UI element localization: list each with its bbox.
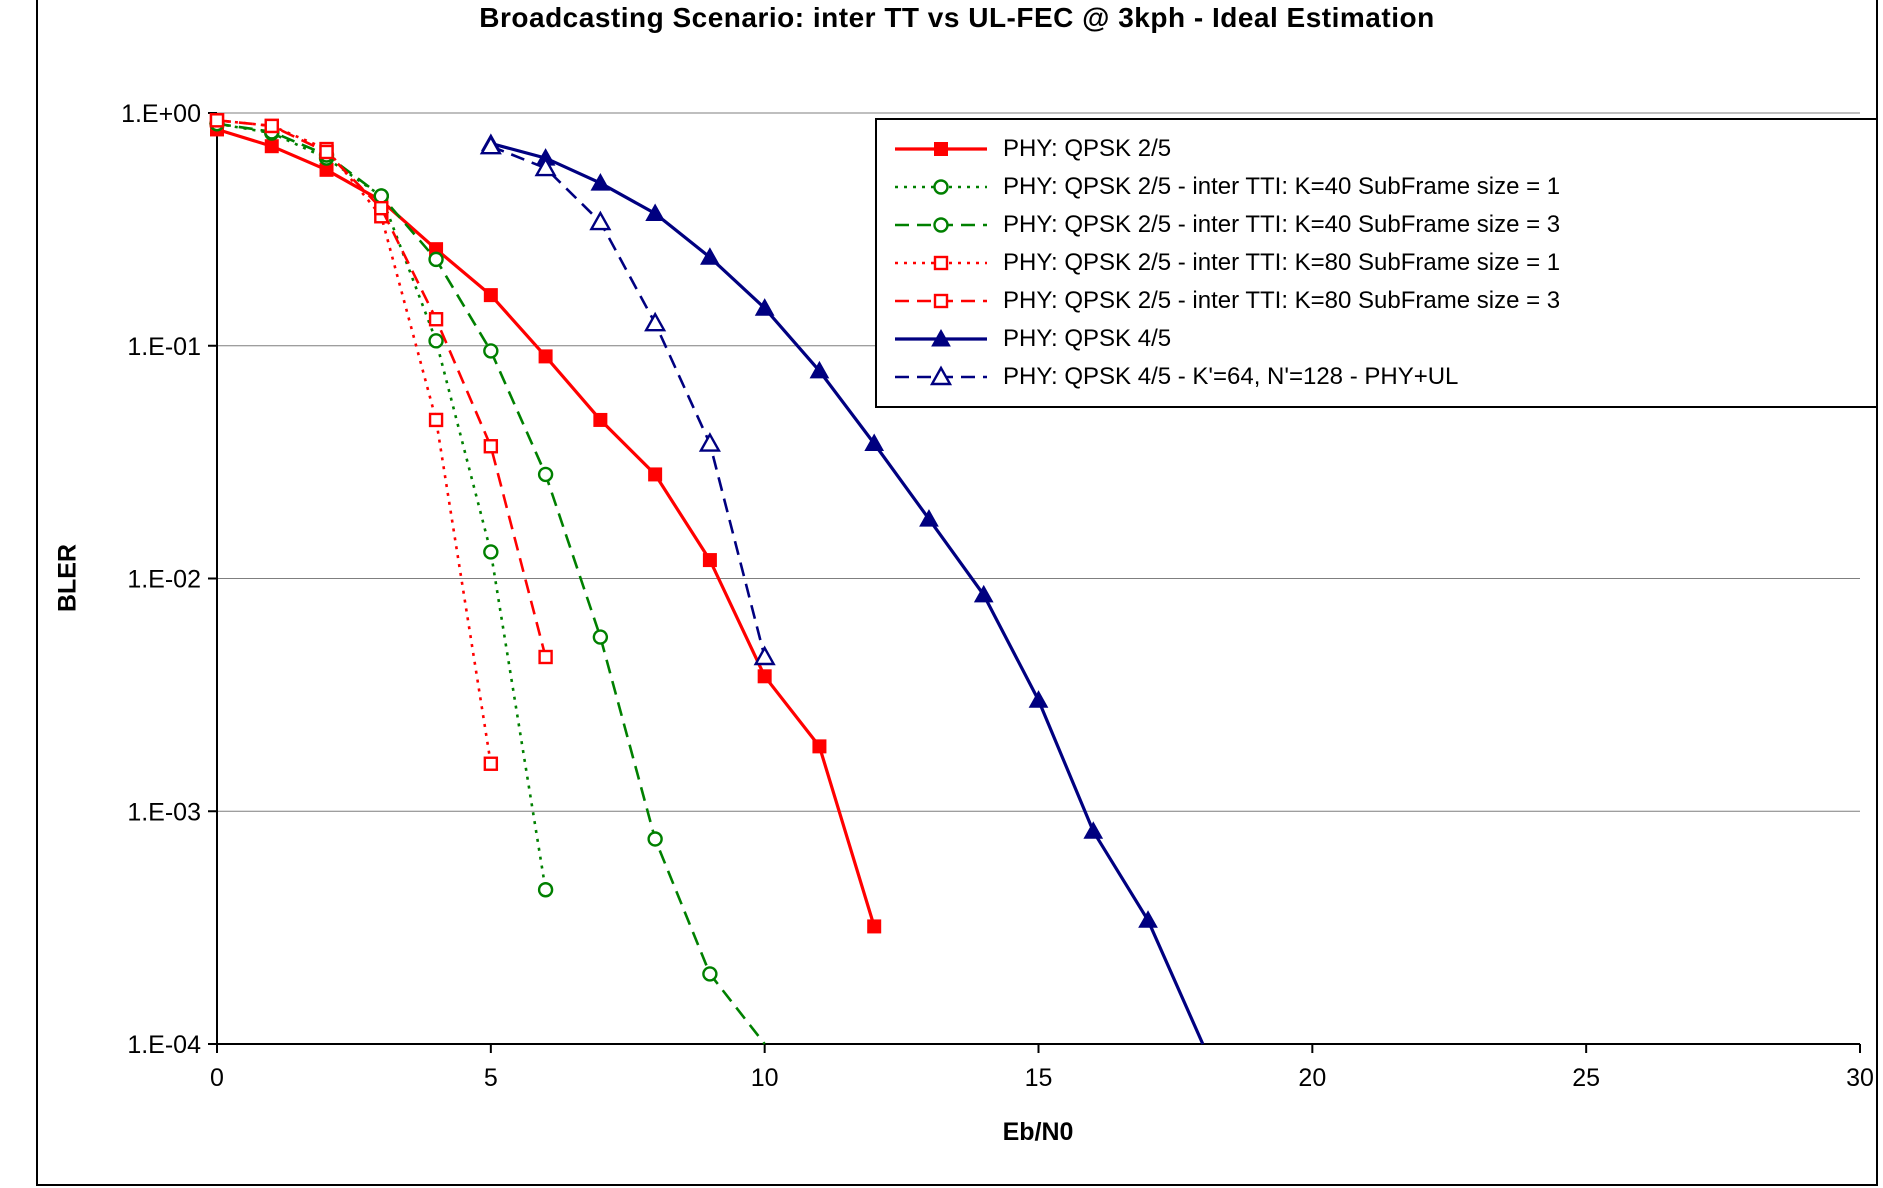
legend-key-icon bbox=[895, 293, 987, 309]
marker-triangle-open bbox=[929, 365, 953, 386]
legend-key-icon bbox=[895, 255, 987, 271]
marker-circle-open bbox=[933, 179, 949, 195]
legend-item: PHY: QPSK 4/5 - K'=64, N'=128 - PHY+UL bbox=[893, 358, 1860, 396]
x-tick-label: 0 bbox=[210, 1064, 224, 1092]
legend-key-icon bbox=[895, 179, 987, 195]
marker-square-open bbox=[483, 439, 499, 454]
x-tick-label: 15 bbox=[1025, 1064, 1053, 1092]
marker-triangle-filled bbox=[700, 247, 720, 265]
marker-triangle-filled bbox=[931, 328, 951, 347]
marker-square-filled bbox=[757, 669, 772, 684]
marker-triangle-filled bbox=[1083, 821, 1104, 839]
marker-triangle-filled bbox=[973, 584, 994, 603]
marker-square-filled bbox=[538, 349, 553, 364]
series-line-5 bbox=[490, 141, 1205, 1045]
marker-square-filled bbox=[702, 553, 717, 568]
legend-item: PHY: QPSK 2/5 - inter TTI: K=40 SubFrame… bbox=[893, 206, 1860, 244]
marker-circle-open bbox=[933, 217, 949, 233]
legend-item: PHY: QPSK 2/5 - inter TTI: K=40 SubFrame… bbox=[893, 168, 1860, 206]
legend-label: PHY: QPSK 2/5 - inter TTI: K=40 SubFrame… bbox=[1003, 211, 1561, 238]
x-tick-label: 30 bbox=[1846, 1064, 1874, 1092]
legend: PHY: QPSK 2/5 PHY: QPSK 2/5 - inter TTI: … bbox=[875, 118, 1878, 408]
marker-triangle-filled bbox=[754, 298, 775, 316]
legend-label: PHY: QPSK 2/5 - inter TTI: K=40 SubFrame… bbox=[1003, 173, 1561, 200]
series-line-2 bbox=[216, 122, 766, 1045]
x-tick-label: 10 bbox=[751, 1064, 779, 1092]
marker-triangle-filled bbox=[864, 433, 885, 452]
legend-label: PHY: QPSK 4/5 - K'=64, N'=128 - PHY+UL bbox=[1003, 363, 1459, 390]
marker-circle-open bbox=[537, 882, 554, 898]
x-tick-label: 25 bbox=[1572, 1064, 1600, 1092]
marker-triangle-open bbox=[753, 645, 776, 666]
y-tick-label: 1.E-03 bbox=[127, 798, 201, 826]
marker-circle-open bbox=[537, 466, 554, 483]
marker-circle-open bbox=[428, 333, 444, 349]
marker-square-open bbox=[483, 756, 499, 771]
marker-square-filled bbox=[867, 919, 882, 934]
legend-label: PHY: QPSK 2/5 - inter TTI: K=80 SubFrame… bbox=[1003, 287, 1561, 314]
marker-square-filled bbox=[648, 467, 663, 482]
marker-square-open bbox=[933, 255, 949, 271]
series-line-6 bbox=[490, 144, 766, 658]
marker-triangle-filled bbox=[645, 203, 665, 222]
marker-triangle-filled bbox=[1138, 910, 1158, 928]
legend-label: PHY: QPSK 2/5 - inter TTI: K=80 SubFrame… bbox=[1003, 249, 1561, 276]
legend-label: PHY: QPSK 2/5 bbox=[1003, 135, 1172, 162]
marker-circle-open bbox=[428, 251, 444, 268]
marker-triangle-open bbox=[644, 311, 667, 332]
marker-square-open bbox=[538, 649, 553, 665]
legend-item: PHY: QPSK 2/5 - inter TTI: K=80 SubFrame… bbox=[893, 244, 1860, 282]
y-tick-label: 1.E-04 bbox=[127, 1031, 201, 1059]
marker-triangle-filled bbox=[809, 360, 830, 379]
chart-title: Broadcasting Scenario: inter TT vs UL-FE… bbox=[479, 2, 1435, 33]
marker-square-filled bbox=[264, 139, 279, 154]
x-tick-label: 20 bbox=[1298, 1064, 1326, 1092]
marker-triangle-open bbox=[534, 156, 557, 177]
legend-item: PHY: QPSK 2/5 bbox=[893, 130, 1860, 168]
y-tick-label: 1.E-02 bbox=[127, 566, 201, 594]
marker-square-open bbox=[264, 118, 279, 134]
marker-triangle-open bbox=[589, 210, 612, 231]
marker-square-open bbox=[428, 312, 444, 327]
series-line-0 bbox=[216, 127, 876, 927]
marker-circle-open bbox=[592, 629, 609, 645]
legend-key-icon bbox=[895, 142, 987, 156]
marker-triangle-filled bbox=[590, 173, 611, 191]
marker-circle-open bbox=[483, 343, 499, 359]
marker-circle-open bbox=[373, 188, 389, 204]
series-line-1 bbox=[216, 122, 547, 890]
marker-triangle-open bbox=[698, 432, 721, 452]
legend-label: PHY: QPSK 4/5 bbox=[1003, 325, 1172, 352]
marker-square-filled bbox=[934, 142, 948, 156]
marker-square-filled bbox=[593, 412, 608, 427]
legend-key-icon bbox=[895, 217, 987, 233]
marker-square-open bbox=[319, 144, 334, 160]
series-line-3 bbox=[216, 119, 493, 764]
marker-circle-open bbox=[647, 831, 663, 847]
marker-square-open bbox=[933, 293, 949, 309]
legend-key-icon bbox=[895, 328, 987, 347]
y-tick-label: 1.E+00 bbox=[121, 100, 201, 128]
marker-square-filled bbox=[483, 288, 498, 303]
marker-square-open bbox=[209, 113, 225, 128]
marker-circle-open bbox=[702, 966, 718, 982]
marker-triangle-filled bbox=[919, 509, 939, 527]
marker-square-open bbox=[428, 412, 444, 428]
marker-circle-open bbox=[483, 544, 499, 560]
x-tick-label: 5 bbox=[484, 1064, 498, 1092]
x-axis-label: Eb/N0 bbox=[1002, 1118, 1074, 1146]
y-tick-label: 1.E-01 bbox=[127, 333, 201, 361]
legend-item: PHY: QPSK 4/5 bbox=[893, 320, 1860, 358]
legend-key-icon bbox=[895, 365, 987, 386]
marker-triangle-filled bbox=[1028, 690, 1049, 708]
legend-item: PHY: QPSK 2/5 - inter TTI: K=80 SubFrame… bbox=[893, 282, 1860, 320]
marker-triangle-open bbox=[479, 134, 502, 155]
marker-square-open bbox=[374, 200, 389, 216]
marker-square-filled bbox=[812, 739, 827, 754]
